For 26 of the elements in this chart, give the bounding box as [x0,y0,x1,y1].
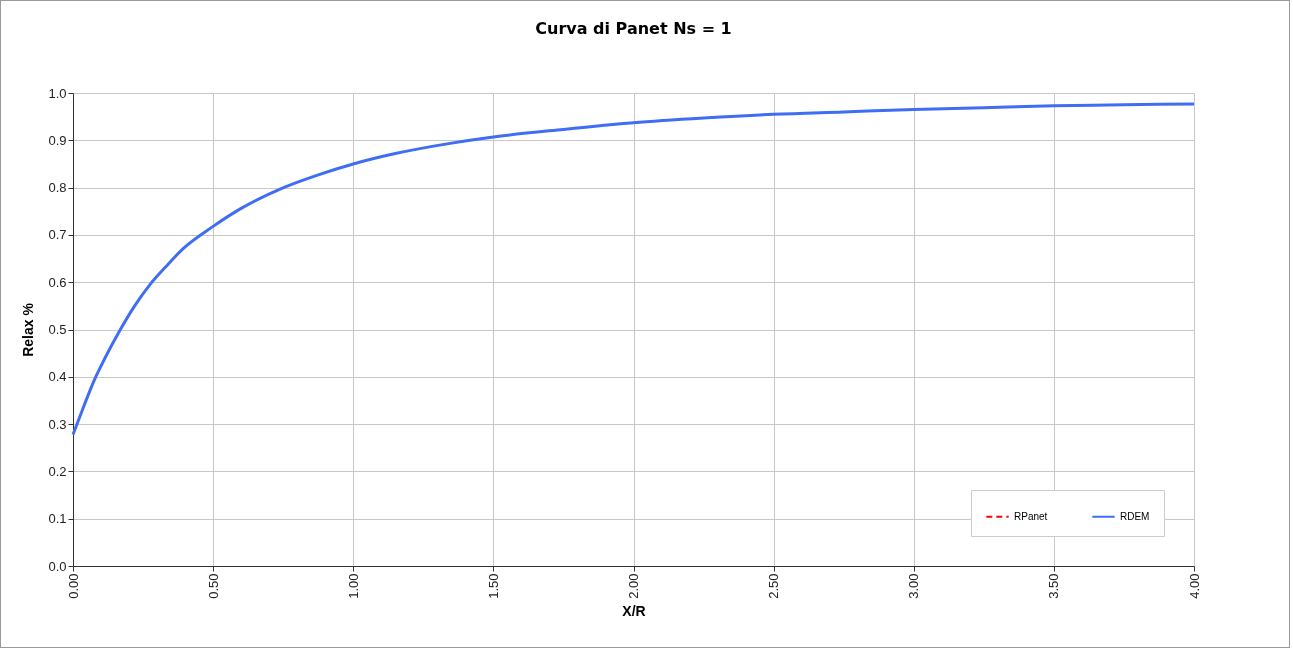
x-tick-label: 1.50 [485,573,501,599]
y-tick-label: 0.1 [48,511,67,527]
x-axis-title: X/R [622,602,646,619]
y-tick-label: 0.6 [48,274,67,290]
y-tick-label: 0.3 [48,416,67,432]
y-tick-label: 0.8 [48,180,67,196]
y-axis-title: Relax % [20,302,37,357]
x-tick-label: 3.00 [906,573,922,599]
y-tick-label: 0.0 [48,558,67,574]
y-tick-label: 0.5 [48,322,67,337]
x-tick-label: 2.50 [766,573,782,599]
chart-title: Curva di Panet Ns = 1 [535,19,732,38]
y-tick-label: 1.0 [48,85,67,101]
y-tick-label: 0.4 [48,369,67,385]
legend-label: RPanet [1014,510,1048,522]
legend-label: RDEM [1120,510,1150,522]
x-tick-label: 1.00 [345,573,361,599]
x-tick-label: 0.00 [65,573,81,599]
line-series [71,102,1196,437]
y-tick-label: 0.2 [48,463,67,479]
x-tick-label: 3.50 [1046,573,1062,599]
x-tick-label: 4.00 [1186,573,1202,599]
y-tick-label: 0.9 [48,132,67,148]
x-tick-label: 0.50 [205,573,221,599]
x-tick-label: 2.00 [626,573,641,599]
y-tick-label: 0.7 [48,227,67,243]
